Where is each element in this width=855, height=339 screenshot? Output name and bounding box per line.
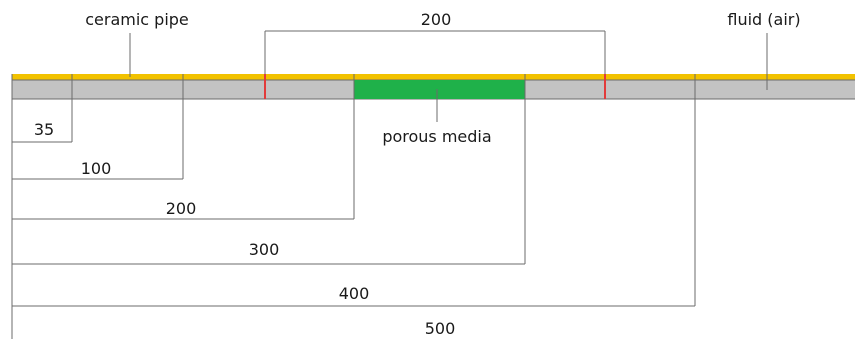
dimension-500-value: 500: [425, 319, 456, 338]
dimension-300: 300: [12, 99, 526, 265]
top-dimension-value: 200: [421, 10, 452, 29]
ceramic-pipe-wall: [12, 74, 855, 80]
porous-media-block: [354, 80, 525, 99]
dimension-500: 500: [425, 319, 456, 338]
porous-media-callout: porous media: [382, 89, 492, 146]
dimension-300-value: 300: [249, 240, 280, 259]
dimension-100-value: 100: [81, 159, 112, 178]
dimension-200-value: 200: [166, 199, 197, 218]
dimension-400: 400: [12, 99, 696, 307]
fluid-callout: fluid (air): [727, 10, 801, 90]
top-dimension: 200: [264, 10, 606, 74]
ceramic-pipe-callout: ceramic pipe: [85, 10, 189, 77]
dimension-100: 100: [12, 99, 184, 180]
fluid-label: fluid (air): [727, 10, 800, 29]
porous-media-label: porous media: [382, 127, 491, 146]
dimension-200: 200: [12, 99, 355, 220]
dimension-35: 35: [12, 99, 73, 143]
dimension-35-value: 35: [34, 120, 54, 139]
dimension-400-value: 400: [339, 284, 370, 303]
ceramic-pipe-label: ceramic pipe: [85, 10, 189, 29]
